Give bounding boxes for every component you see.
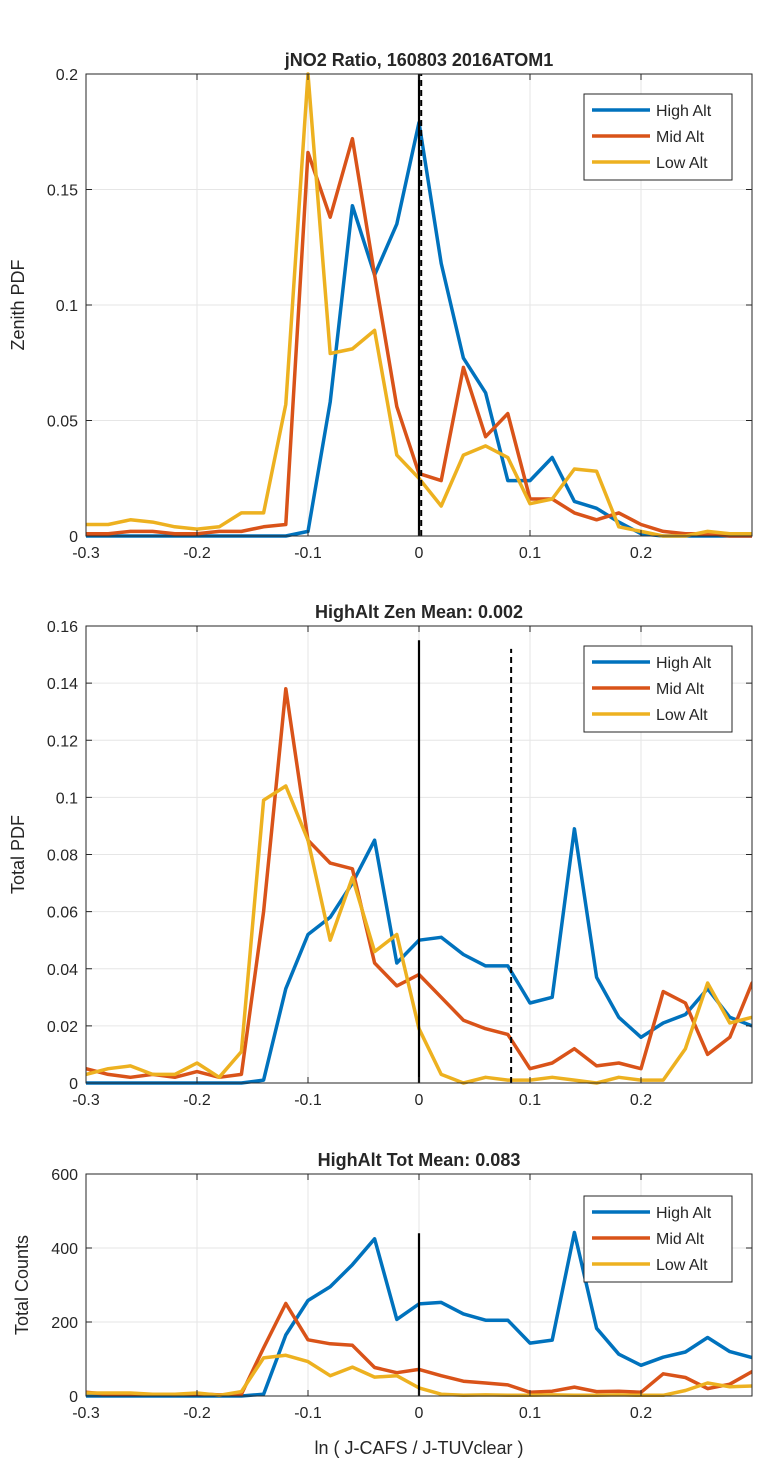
chart-panel-1: -0.3 -0.2 -0.1 0 0.1 0.2 0 0.05 0.1 0.15 0.2 jNO2 R… [8,50,753,562]
x-tick-label: -0.3 [72,1092,100,1109]
y-tick-label: 0.1 [56,790,78,807]
legend: High Alt Mid Alt Low Alt [583,93,733,181]
y-tick-label: 0.16 [47,619,78,636]
x-tick-label: 0.2 [630,1092,652,1109]
x-tick-label: -0.3 [72,545,100,562]
y-tick-label: 0.05 [47,414,78,431]
y-tick-label: 200 [51,1315,78,1332]
chart-title: jNO2 Ratio, 160803 2016ATOM1 [284,50,553,70]
x-tick-label: -0.1 [294,545,322,562]
chart-title: HighAlt Tot Mean: 0.083 [318,1150,521,1170]
x-axis-label: ln ( J-CAFS / J-TUVclear ) [314,1438,523,1458]
x-tick-label: 0 [415,545,424,562]
x-tick-label: 0 [415,1405,424,1422]
legend-entry: Low Alt [656,1257,708,1274]
y-tick-label: 0.15 [47,183,78,200]
x-tick-label: -0.2 [183,1405,211,1422]
y-tick-label: 0.1 [56,298,78,315]
y-tick-label: 600 [51,1167,78,1184]
y-tick-label: 0.04 [47,962,78,979]
y-axis-label: Total PDF [8,815,28,894]
chart-panel-2: -0.3 -0.2 -0.1 0 0.1 0.2 0 0.02 0.04 0.06 0.08 0.1 0… [8,602,753,1109]
legend-entry: Low Alt [656,155,708,172]
x-tick-label: -0.2 [183,545,211,562]
legend-entry: Low Alt [656,707,708,724]
y-tick-label: 0.12 [47,733,78,750]
legend: High Alt Mid Alt Low Alt [583,645,733,733]
x-tick-label: -0.3 [72,1405,100,1422]
legend-entry: High Alt [656,103,712,120]
x-tick-label: 0 [415,1092,424,1109]
x-tick-label: 0.1 [519,1405,541,1422]
y-tick-label: 0 [69,1389,78,1406]
y-tick-label: 0.02 [47,1019,78,1036]
legend-entry: Mid Alt [656,129,705,146]
chart-title: HighAlt Zen Mean: 0.002 [315,602,523,622]
x-tick-label: 0.1 [519,545,541,562]
legend-entry: Mid Alt [656,1231,705,1248]
legend-entry: High Alt [656,1205,712,1222]
x-tick-label: 0.2 [630,545,652,562]
x-tick-label: -0.1 [294,1092,322,1109]
y-axis-label: Total Counts [12,1235,32,1335]
legend: High Alt Mid Alt Low Alt [583,1195,733,1283]
y-axis-label: Zenith PDF [8,259,28,350]
legend-entry: Mid Alt [656,681,705,698]
x-tick-label: -0.1 [294,1405,322,1422]
y-tick-label: 0.2 [56,67,78,84]
x-tick-label: -0.2 [183,1092,211,1109]
y-tick-label: 0.06 [47,905,78,922]
chart-panel-3: -0.3 -0.2 -0.1 0 0.1 0.2 0 200 400 600 HighAlt Tot… [12,1150,753,1458]
y-tick-label: 0 [69,529,78,546]
legend-entry: High Alt [656,655,712,672]
y-tick-label: 400 [51,1241,78,1258]
x-tick-label: 0.1 [519,1092,541,1109]
y-tick-label: 0.08 [47,848,78,865]
y-tick-label: 0.14 [47,676,78,693]
y-tick-label: 0 [69,1076,78,1093]
x-tick-label: 0.2 [630,1405,652,1422]
